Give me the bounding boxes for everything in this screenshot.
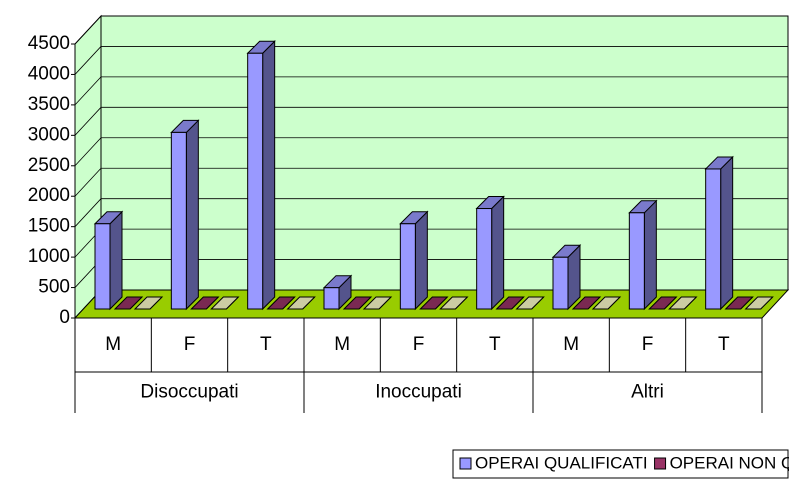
group-label: Altri (631, 382, 664, 403)
bar-top (571, 296, 602, 310)
bar (246, 40, 276, 311)
bar-top (362, 296, 393, 310)
x-tick-label: T (718, 334, 730, 355)
y-tick-label: 1000 (28, 246, 70, 267)
x-tick-label: T (489, 334, 501, 355)
group-label: Inoccupati (375, 382, 462, 403)
bar-top (515, 296, 545, 310)
bar (648, 296, 678, 310)
bar-side (109, 210, 123, 311)
bar-top (113, 296, 144, 310)
bar-top (724, 296, 754, 310)
y-tick-label: 0 (59, 307, 70, 328)
bar-front (628, 212, 645, 310)
bar-top (495, 296, 525, 310)
legend-swatch (459, 457, 472, 470)
bar (475, 195, 505, 311)
bar-front (323, 287, 340, 310)
bar (571, 296, 602, 310)
bar-front (170, 131, 187, 310)
bar (724, 296, 754, 310)
bar-top (286, 296, 316, 310)
bar (551, 244, 582, 311)
y-tick-label: 3500 (28, 94, 70, 115)
bar-top (648, 296, 678, 310)
grid-line (74, 107, 102, 136)
bar-top (210, 296, 240, 310)
grid-line (74, 198, 102, 227)
bar (495, 296, 525, 310)
bar (170, 119, 200, 311)
bar-side (643, 199, 657, 311)
group-label: Disoccupati (140, 382, 238, 403)
legend-box (452, 449, 789, 479)
bar (628, 199, 658, 311)
x-tick-label: M (105, 334, 121, 355)
y-tick-label: 2000 (28, 185, 70, 206)
bar (113, 296, 144, 310)
bar (190, 296, 220, 310)
bar-top (419, 296, 449, 310)
bar-top (591, 296, 622, 310)
y-tick-label: 2500 (28, 155, 70, 176)
bar (399, 210, 429, 311)
x-tick-label: T (260, 334, 272, 355)
bar-front (399, 223, 416, 310)
bar (515, 296, 545, 310)
bar-top (668, 296, 698, 310)
bar (210, 296, 240, 310)
bar-top (342, 296, 373, 310)
legend-swatch (654, 457, 667, 470)
bar-side (185, 119, 199, 311)
bar (266, 296, 296, 310)
bar-front (94, 223, 111, 310)
bar-side (262, 40, 276, 311)
bar (744, 296, 774, 310)
grid-line (74, 46, 102, 75)
legend-label: OPERAI NON QUALIFICATI (670, 453, 789, 472)
bar-top (266, 296, 296, 310)
x-tick-label: F (642, 334, 654, 355)
bar-top (133, 296, 164, 310)
bar (322, 274, 353, 311)
bar (362, 296, 393, 310)
bar-front (705, 168, 722, 310)
y-tick-label: 4500 (28, 33, 70, 54)
bar (133, 296, 164, 310)
bar (704, 155, 734, 311)
grid-line (74, 167, 102, 197)
bar-side (414, 210, 428, 311)
back-wall (100, 15, 789, 291)
y-tick-label: 4000 (28, 63, 70, 84)
grid-line (74, 137, 102, 167)
bar-front (552, 256, 569, 310)
legend: OPERAI QUALIFICATI OPERAI NON QUALIFICATI… (452, 449, 789, 479)
x-tick-label: M (334, 334, 350, 355)
bar-front (476, 208, 493, 310)
bar (591, 296, 622, 310)
bar (419, 296, 449, 310)
y-tick-label: 3000 (28, 124, 70, 145)
x-tick-label: F (413, 334, 425, 355)
bar-top (744, 296, 774, 310)
bar (286, 296, 316, 310)
bar-top (439, 296, 469, 310)
bar (668, 296, 698, 310)
grid-line (74, 15, 102, 45)
bar (342, 296, 373, 310)
grid-line (74, 76, 102, 106)
legend-label: OPERAI QUALIFICATI (475, 453, 648, 472)
bar-side (720, 155, 734, 311)
y-tick-label: 500 (38, 277, 70, 298)
bar-top (190, 296, 220, 310)
bar (439, 296, 469, 310)
x-tick-label: M (563, 334, 579, 355)
bar (93, 210, 124, 311)
bar-side (491, 195, 505, 311)
y-tick-label: 1500 (28, 216, 70, 237)
x-tick-label: F (184, 334, 196, 355)
bar-front (247, 52, 264, 310)
